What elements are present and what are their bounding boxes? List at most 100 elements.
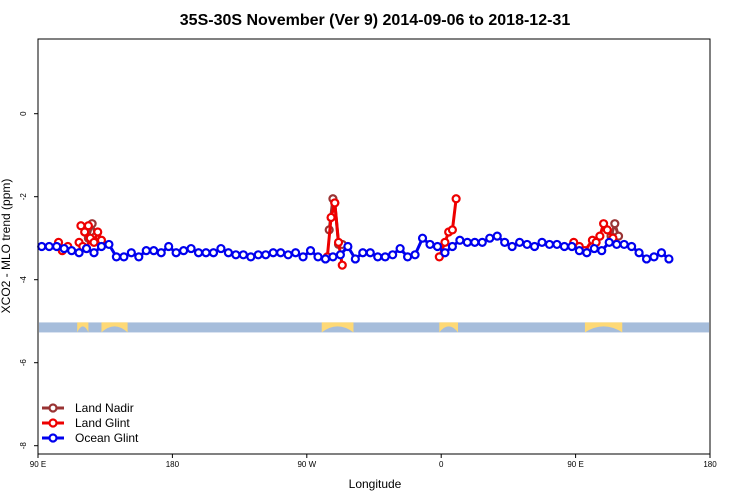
ocean-glint-point xyxy=(492,231,502,241)
x-axis: 90 E 180 90 W 0 90 E 180 xyxy=(30,454,717,469)
ocean-glint-point xyxy=(223,248,233,258)
land-patch-1 xyxy=(101,322,128,333)
ocean-glint-point xyxy=(395,243,405,254)
ocean-glint-point xyxy=(186,243,196,254)
series-ocean-glint xyxy=(37,231,674,264)
ocean-glint-point xyxy=(522,239,532,250)
land-glint-point xyxy=(93,227,103,237)
chart-title: 35S-30S November (Ver 9) 2014-09-06 to 2… xyxy=(180,12,571,29)
ocean-glint-point xyxy=(276,248,286,258)
ocean-glint-point xyxy=(37,241,47,252)
ocean-glint-point xyxy=(410,250,420,260)
ocean-glint-point xyxy=(305,246,316,256)
ocean-glint-point xyxy=(201,248,211,258)
ocean-glint-point xyxy=(164,241,174,252)
y-axis: 0 -2 -4 -6 -8 xyxy=(19,111,38,449)
legend-item-land-nadir: Land Nadir xyxy=(42,401,134,415)
land-patch-0 xyxy=(77,322,89,333)
y-tick-label: -6 xyxy=(19,359,28,367)
ocean-glint-point xyxy=(283,250,293,260)
land-glint-point xyxy=(602,225,612,235)
x-tick-label: 0 xyxy=(439,460,444,469)
ocean-glint-point xyxy=(111,252,122,262)
legend-swatch-marker xyxy=(48,403,58,413)
ocean-glint-point xyxy=(388,250,398,260)
y-tick-label: -8 xyxy=(19,442,28,450)
ocean-glint-point xyxy=(604,237,614,247)
ocean-glint-point xyxy=(403,252,413,262)
ocean-glint-point xyxy=(529,241,540,252)
ocean-glint-point xyxy=(574,246,584,256)
ocean-glint-point xyxy=(440,248,450,258)
ocean-glint-point xyxy=(343,241,353,252)
ocean-glint-point xyxy=(350,254,360,264)
ocean-glint-point xyxy=(328,252,338,262)
ocean-glint-point xyxy=(193,248,204,258)
x-tick-label: 90 W xyxy=(297,460,316,469)
land-glint-point xyxy=(440,237,450,247)
ocean-glint-point xyxy=(664,254,674,264)
ocean-glint-point xyxy=(567,241,577,252)
ocean-glint-point xyxy=(552,239,562,250)
ocean-glint-point xyxy=(44,241,54,252)
ocean-glint-point xyxy=(589,243,599,254)
legend-item-ocean-glint: Ocean Glint xyxy=(42,431,139,445)
ocean-glint-point xyxy=(66,246,77,256)
series-layer xyxy=(37,194,674,270)
ocean-glint-point xyxy=(514,237,525,247)
x-axis-label: Longitude xyxy=(349,477,402,491)
land-glint-point xyxy=(330,198,340,208)
ocean-glint-point xyxy=(126,248,136,258)
legend-label: Land Glint xyxy=(75,416,130,430)
ocean-glint-point xyxy=(268,248,278,258)
ocean-glint-point xyxy=(656,248,667,258)
x-tick-label: 90 E xyxy=(30,460,46,469)
y-axis-label: XCO2 - MLO trend (ppm) xyxy=(0,179,13,314)
ocean-glint-point xyxy=(74,248,84,258)
ocean-glint-point xyxy=(119,252,129,262)
ocean-glint-point xyxy=(380,252,390,262)
ocean-glint-point xyxy=(432,241,443,252)
ocean-glint-point xyxy=(261,250,271,260)
land-nadir-point xyxy=(610,219,620,229)
ocean-glint-point xyxy=(641,254,652,264)
land-glint-point xyxy=(326,212,336,223)
ocean-glint-point xyxy=(619,239,629,250)
ocean-glint-point xyxy=(477,237,487,247)
ocean-glint-point xyxy=(462,237,472,247)
ocean-glint-point xyxy=(500,237,510,247)
ocean-glint-point xyxy=(156,248,166,258)
land-glint-point xyxy=(80,227,90,237)
ocean-glint-point xyxy=(238,250,248,260)
ocean-glint-point xyxy=(597,246,607,256)
ocean-glint-point xyxy=(626,241,637,252)
ocean-glint-point xyxy=(141,246,151,256)
ocean-glint-point xyxy=(208,248,219,258)
ocean-glint-point xyxy=(231,250,241,260)
ocean-glint-point xyxy=(425,239,435,250)
land-glint-point xyxy=(83,221,94,231)
ocean-glint-point xyxy=(485,233,495,243)
ocean-glint-point xyxy=(559,241,570,252)
ocean-glint-point xyxy=(612,239,622,250)
x-tick-label: 180 xyxy=(703,460,717,469)
ocean-glint-point xyxy=(96,241,107,252)
ocean-glint-point xyxy=(134,252,144,262)
ocean-glint-point xyxy=(320,254,331,264)
ocean-glint-point xyxy=(246,252,256,262)
ocean-glint-point xyxy=(89,248,99,258)
ocean-glint-point xyxy=(537,237,547,247)
ocean-glint-point xyxy=(447,241,457,252)
ocean-glint-point xyxy=(470,237,480,247)
plot-frame xyxy=(37,38,711,455)
ocean-glint-point xyxy=(417,233,428,243)
ocean-glint-point xyxy=(365,248,375,258)
land-glint-point xyxy=(598,219,609,229)
ocean-glint-point xyxy=(634,248,644,258)
land-glint-point xyxy=(595,231,605,241)
ocean-glint-point xyxy=(59,243,69,254)
legend-swatch-marker xyxy=(48,418,58,428)
legend-swatch-marker xyxy=(48,433,58,443)
